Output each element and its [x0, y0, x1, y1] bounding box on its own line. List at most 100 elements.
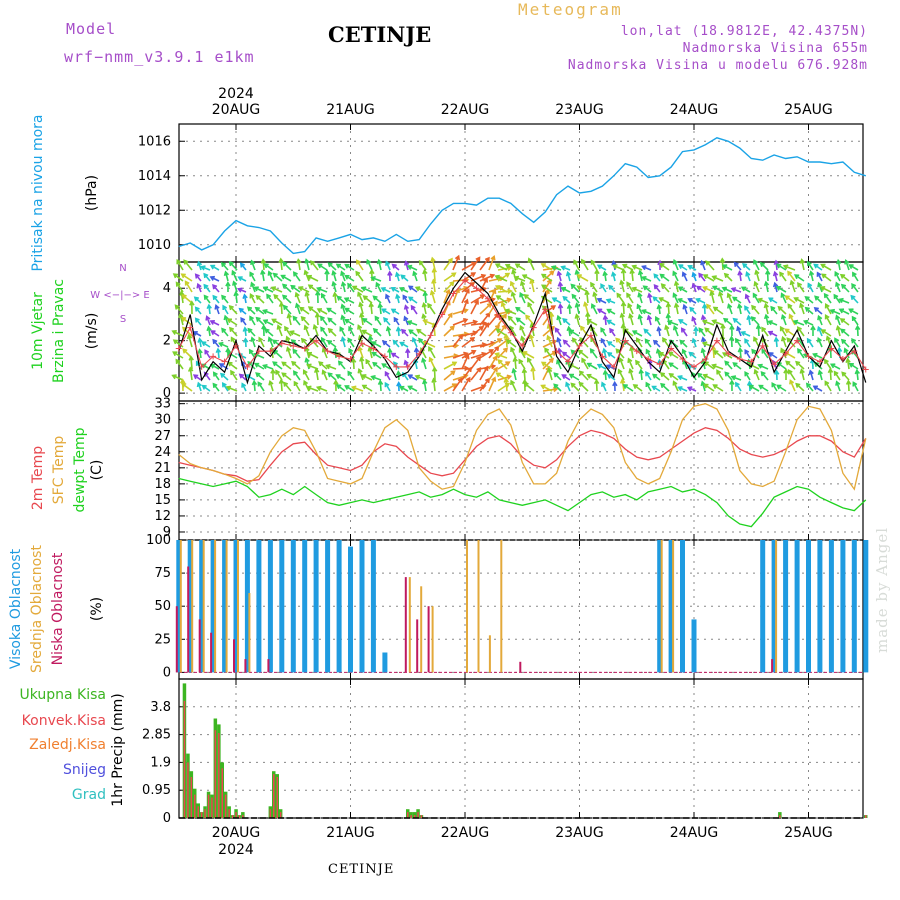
wind-mean-marker: [221, 358, 228, 365]
wind-mean-marker: [828, 345, 835, 352]
cloud-bar: [233, 639, 235, 673]
cloud-bar: [248, 593, 251, 673]
precip-bar: [211, 797, 213, 818]
cloud-bar: [828, 540, 834, 673]
precip-legend-3: Snijeg: [63, 762, 106, 778]
y-tick-label: 0: [163, 665, 171, 680]
precip-bar: [413, 815, 416, 818]
wind-mean-marker: [198, 363, 205, 370]
precip-unit: 1hr Precip (mm): [110, 693, 126, 806]
cloud-bar: [175, 606, 178, 673]
top-date-label: 23AUG: [555, 102, 604, 118]
wind-mean-marker: [496, 314, 503, 321]
wind-mean-marker: [439, 311, 446, 318]
cloud-bar: [420, 586, 423, 673]
wind-mean-marker: [759, 342, 766, 349]
wind-mean-marker: [393, 363, 400, 370]
wind-mean-marker: [290, 342, 297, 349]
wind-mean-marker: [862, 366, 869, 373]
precip-bar: [407, 812, 409, 818]
wind-mean-marker: [725, 350, 732, 357]
wind-mean-marker: [507, 329, 514, 336]
precip-bar: [183, 700, 186, 818]
wind-mean-marker: [782, 350, 789, 357]
precip-bar: [204, 809, 206, 818]
cloud-bar: [191, 540, 194, 673]
y-tick-label: 24: [154, 445, 171, 460]
cloud-bar: [488, 635, 491, 673]
bottom-year-label: 2024: [218, 842, 254, 858]
wind-mean-marker: [587, 332, 594, 339]
wind-axis-title: 10m Vjetar: [30, 292, 46, 370]
cloud-bar: [214, 540, 217, 673]
cloud-unit: (%): [89, 597, 105, 621]
cloud-bar: [427, 606, 430, 673]
bottom-date-label: 21AUG: [326, 825, 375, 841]
y-tick-label: 0: [163, 386, 171, 401]
dewpt-axis-title: dewpt Temp: [72, 427, 88, 512]
bottom-date-label: 22AUG: [441, 825, 490, 841]
cloud-bar: [519, 661, 522, 673]
wind-mean-marker: [416, 350, 423, 357]
cloud-bar: [382, 652, 388, 673]
y-tick-label: 33: [154, 397, 171, 412]
precip-bar: [410, 815, 412, 818]
pressure-axis-title: Pritisak na nivou mora: [30, 114, 46, 271]
y-tick-label: 1.9: [150, 755, 171, 770]
panel-frame-precip: [178, 678, 864, 819]
wind-mean-marker: [565, 358, 572, 365]
meteogram-label: Meteogram: [518, 0, 623, 19]
wind-mean-marker: [244, 363, 251, 370]
y-tick-label: 1012: [138, 203, 171, 218]
cloud-bar: [817, 540, 823, 673]
top-date-label: 25AUG: [784, 102, 833, 118]
cloud-bar: [222, 540, 228, 673]
bottom-date-label: 24AUG: [670, 825, 719, 841]
model-label: Model: [66, 20, 117, 38]
cloud-bar: [313, 540, 319, 673]
t2m-axis-title: 2m Temp: [30, 446, 46, 510]
precip-bar: [207, 794, 210, 818]
cloud-bar: [336, 540, 342, 673]
precip-bar: [194, 794, 196, 818]
cloud-bar: [325, 540, 331, 673]
wind-mean-marker: [336, 353, 343, 360]
precip-bar: [187, 762, 189, 818]
model-name: wrf−nmm_v3.9.1 e1km: [64, 48, 255, 66]
wind-mean-marker: [748, 358, 755, 365]
wind-mean-marker: [484, 295, 491, 302]
wind-mean-marker: [347, 356, 354, 363]
wind-mean-marker: [450, 290, 457, 297]
cloud-bar: [187, 540, 193, 673]
wind-mean-marker: [805, 353, 812, 360]
wind-mean-marker: [691, 363, 697, 370]
wind-mean-marker: [301, 345, 308, 352]
wind-mean-marker: [839, 356, 846, 363]
wind-mean-marker: [633, 348, 640, 355]
precip-legend-2: Zaledj.Kisa: [29, 737, 106, 753]
wind-mean-marker: [278, 340, 285, 347]
precip-bar: [276, 777, 278, 818]
cloud-bar: [359, 540, 365, 673]
pressure-line: [178, 137, 867, 255]
precip-bar: [778, 812, 782, 818]
wind-axis-subtitle: Brzina i Pravac: [51, 279, 67, 383]
wind-mean-marker: [794, 337, 801, 344]
precip-legend-1: Konvek.Kisa: [22, 713, 106, 729]
cloud-bar: [225, 540, 228, 673]
cloud-bar: [806, 540, 811, 673]
y-tick-label: 21: [154, 461, 171, 476]
y-tick-label: 0: [163, 811, 171, 826]
cloud-bar: [348, 546, 353, 673]
precip-bar: [200, 812, 203, 818]
cloud-bar: [794, 540, 800, 673]
panel-frame-temperature: [178, 400, 864, 541]
precip-bar: [238, 815, 241, 818]
wind-mean-marker: [473, 285, 480, 292]
wind-mean-marker: [851, 348, 858, 355]
y-tick-label: 4: [163, 281, 171, 296]
precip-bar: [279, 812, 282, 818]
wind-mean-marker: [313, 337, 320, 344]
y-tick-label: 0.95: [142, 783, 171, 798]
cloud-bar: [851, 540, 857, 673]
